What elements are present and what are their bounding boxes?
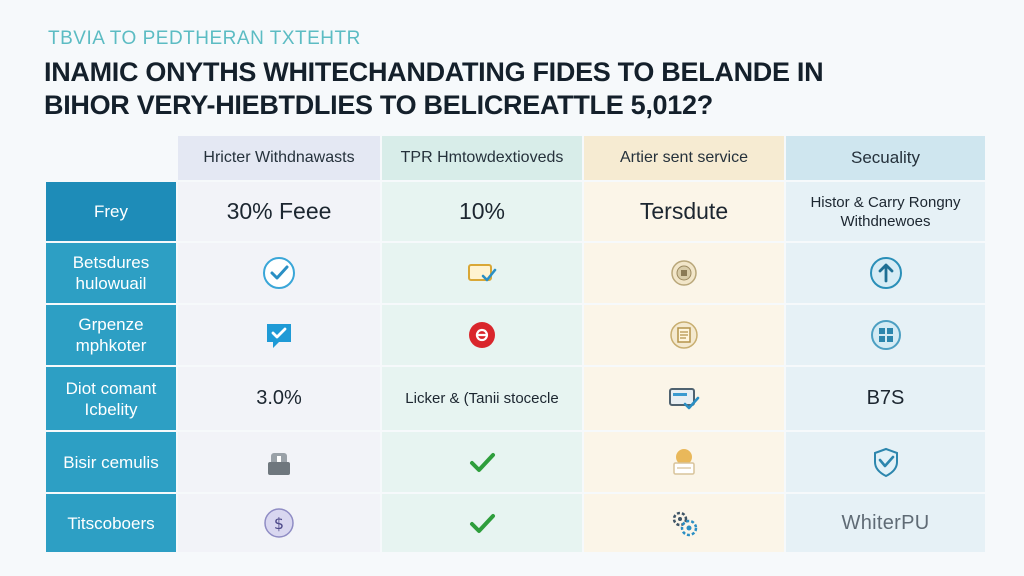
table-cell: 3.0%	[178, 367, 380, 430]
row-label: Titscoboers	[46, 494, 176, 552]
coin-card-icon	[673, 449, 695, 475]
shield-check-icon	[873, 447, 898, 478]
table-cell	[178, 243, 380, 303]
headline-line-2: BIHOR VERY-HIEBTDLIES TO BELICREATTLE 5,…	[44, 90, 713, 120]
column-header: Artier sent service	[584, 136, 784, 180]
column-header: Hricter Withdnawasts	[178, 136, 380, 180]
row-label: Diot comant Icbelity	[46, 367, 176, 430]
grid-circle-icon	[870, 320, 901, 350]
table-cell: WhiterPU	[786, 494, 985, 552]
table-cell: $	[178, 494, 380, 552]
table-cell	[786, 305, 985, 365]
comparison-table: Hricter Withdnawasts TPR Hmtowdextioveds…	[46, 136, 985, 552]
checkmark-icon	[470, 453, 495, 472]
row-label: Frey	[46, 182, 176, 241]
svg-text:$: $	[274, 514, 284, 533]
table-cell: B7S	[786, 367, 985, 430]
table-cell	[178, 432, 380, 492]
headline-line-1: INAMIC ONYTHS WHITECHANDATING FIDES TO B…	[44, 57, 824, 87]
table-corner	[46, 136, 176, 180]
dollar-circle-icon: $	[264, 508, 294, 538]
row-label: Bisir cemulis	[46, 432, 176, 492]
table-cell	[382, 494, 582, 552]
lock-icon	[268, 453, 290, 475]
checkmark-icon	[470, 514, 495, 533]
page-kicker: TBVIA TO PEDTHERAN TXTEHTR	[48, 28, 361, 49]
row-label: Betsdures hulowuail	[46, 243, 176, 303]
table-cell	[584, 305, 784, 365]
table-cell: 10%	[382, 182, 582, 241]
table-cell	[178, 305, 380, 365]
check-circle-icon	[263, 257, 295, 289]
column-header: TPR Hmtowdextioveds	[382, 136, 582, 180]
table-cell: Tersdute	[584, 182, 784, 241]
chat-check-icon	[267, 324, 291, 348]
document-coin-icon	[670, 321, 698, 349]
card-check-icon	[669, 387, 700, 409]
table-cell	[584, 494, 784, 552]
table-cell	[382, 432, 582, 492]
gears-icon	[672, 511, 698, 537]
table-cell	[584, 432, 784, 492]
table-cell	[382, 243, 582, 303]
table-cell	[382, 305, 582, 365]
card-check-icon	[468, 264, 497, 282]
page-headline: INAMIC ONYTHS WHITECHANDATING FIDES TO B…	[44, 56, 944, 122]
row-label: Grpenze mphkoter	[46, 305, 176, 365]
table-cell	[786, 243, 985, 303]
column-header: Secuality	[786, 136, 985, 180]
table-cell: Licker & (Tanii stocecle	[382, 367, 582, 430]
table-cell: 30% Feee	[178, 182, 380, 241]
table-cell	[786, 432, 985, 492]
table-cell	[584, 243, 784, 303]
coin-icon	[671, 260, 697, 286]
arrow-up-circle-icon	[869, 257, 902, 289]
table-cell: Histor & Carry Rongny Withdnewoes	[786, 182, 985, 241]
table-cell	[584, 367, 784, 430]
red-badge-icon	[469, 322, 495, 348]
